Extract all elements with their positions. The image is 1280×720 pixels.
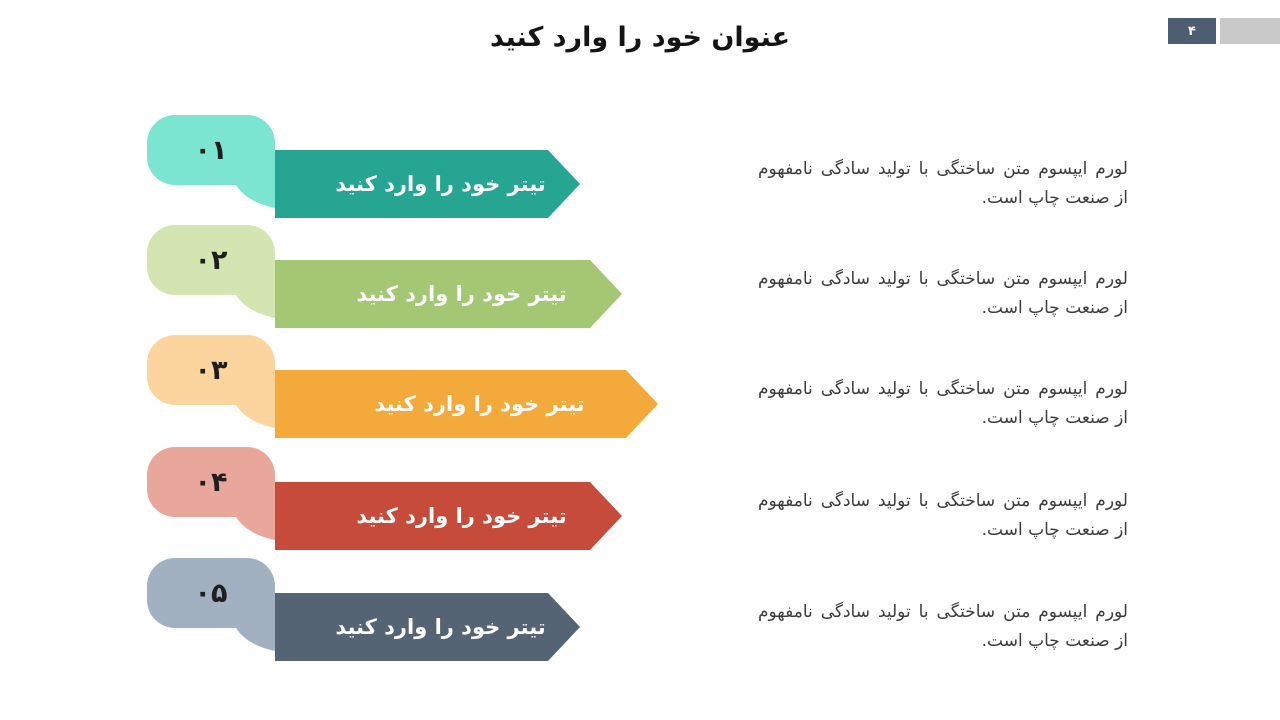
step-number: ۰۴ xyxy=(194,466,228,498)
step-number: ۰۳ xyxy=(194,354,228,386)
step-title: تیتر خود را وارد کنید xyxy=(335,172,546,196)
step-description: لورم ایپسوم متن ساختگی با تولید سادگی نا… xyxy=(758,159,1128,208)
step-number-badge: ۰۳ xyxy=(147,335,275,428)
step-description: لورم ایپسوم متن ساختگی با تولید سادگی نا… xyxy=(758,379,1128,428)
step-number: ۰۱ xyxy=(194,134,228,166)
step-description: لورم ایپسوم متن ساختگی با تولید سادگی نا… xyxy=(758,602,1128,651)
step-title: تیتر خود را وارد کنید xyxy=(356,504,567,528)
step-title: تیتر خود را وارد کنید xyxy=(374,392,585,416)
step-number-badge: ۰۱ xyxy=(147,115,275,208)
step-number-badge: ۰۲ xyxy=(147,225,275,318)
step-number-badge: ۰۵ xyxy=(147,558,275,651)
step-number-badge: ۰۴ xyxy=(147,447,275,540)
step-title: تیتر خود را وارد کنید xyxy=(356,282,567,306)
step-title-banner: تیتر خود را وارد کنید xyxy=(275,370,658,438)
step-description: لورم ایپسوم متن ساختگی با تولید سادگی نا… xyxy=(758,269,1128,318)
step-title-banner: تیتر خود را وارد کنید xyxy=(275,260,622,328)
step-description: لورم ایپسوم متن ساختگی با تولید سادگی نا… xyxy=(758,491,1128,540)
page-number-badge: ۴ xyxy=(1168,18,1216,44)
step-number: ۰۲ xyxy=(194,244,228,276)
page-number-tab xyxy=(1220,18,1280,44)
step-number: ۰۵ xyxy=(194,577,228,609)
step-title: تیتر خود را وارد کنید xyxy=(335,615,546,639)
slide-title: عنوان خود را وارد کنید xyxy=(489,22,791,53)
step-title-banner: تیتر خود را وارد کنید xyxy=(275,482,622,550)
page-number: ۴ xyxy=(1188,23,1196,39)
step-title-banner: تیتر خود را وارد کنید xyxy=(275,150,580,218)
step-title-banner: تیتر خود را وارد کنید xyxy=(275,593,580,661)
